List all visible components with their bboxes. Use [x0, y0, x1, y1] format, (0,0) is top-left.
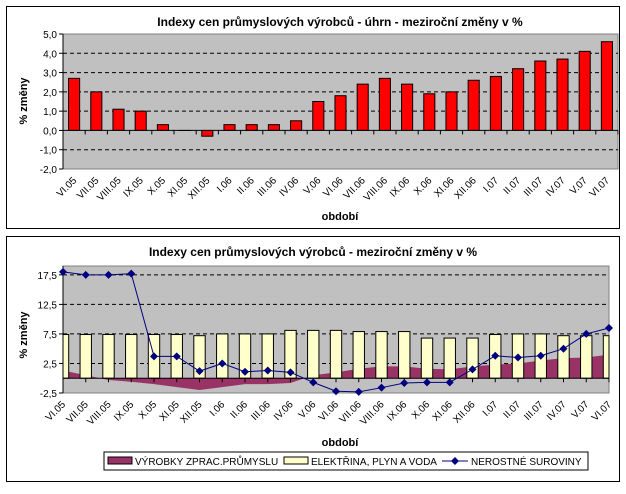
chart-2-bar-elektrina — [580, 335, 593, 379]
chart-2-x-tick-label: I.06 — [208, 399, 228, 419]
chart-2-point-nerostne — [81, 270, 90, 279]
chart-2-x-tick-label: X.06 — [410, 399, 433, 422]
chart-1-y-tick-label: 2,0 — [43, 88, 57, 99]
chart-2-x-tick-label: III.07 — [522, 399, 546, 423]
chart-2-x-tick-label: VIII.06 — [358, 399, 387, 428]
chart-1-y-tick-label: -2,0 — [40, 165, 58, 176]
chart-2-x-tick-label: II.06 — [229, 399, 251, 421]
chart-2-point-nerostne — [195, 367, 204, 376]
chart-1-y-axis-label: % změny — [18, 77, 30, 125]
chart-2-x-tick-label: II.07 — [502, 399, 524, 421]
chart-2-point-nerostne — [241, 367, 249, 376]
chart-1-y-tick-label: 3,0 — [43, 69, 57, 80]
chart-2-point-nerostne — [423, 378, 431, 387]
chart-2-bar-elektrina — [557, 335, 570, 379]
chart-1-y-tick-label: -1,0 — [40, 146, 58, 157]
chart-2-point-nerostne — [172, 352, 181, 361]
chart-1-title: Indexy cen průmyslových výrobců - úhrn -… — [157, 15, 523, 29]
chart-2-x-tick-label: IV.07 — [545, 399, 569, 423]
chart-2-bar-elektrina — [216, 333, 229, 379]
chart-2-bar-elektrina — [398, 331, 411, 379]
chart-2-y-tick-label: -2,5 — [40, 389, 58, 400]
chart-2-x-tick-label: VI.05 — [44, 399, 69, 424]
chart-2-point-nerostne — [263, 366, 272, 375]
chart-1-y-tick-label: 5,0 — [43, 30, 57, 41]
chart-2-x-tick-label: X.05 — [137, 399, 160, 422]
chart-2-bar-elektrina — [329, 329, 343, 379]
chart-2-x-tick-label: VI.07 — [590, 399, 615, 424]
chart-2-point-nerostne — [491, 351, 500, 360]
chart-2-point-nerostne — [354, 387, 363, 396]
chart-2-bar-elektrina — [62, 334, 70, 379]
legend-marker-nerostne — [451, 457, 459, 465]
chart-2-point-nerostne — [218, 359, 227, 368]
chart-2-y-tick-label: 7,5 — [43, 330, 57, 341]
chart-2-point-nerostne — [59, 267, 67, 276]
chart-2-y-tick-label: 17,5 — [38, 271, 58, 282]
chart-2-point-nerostne — [332, 387, 340, 396]
chart-2-x-tick-label: IX.06 — [385, 399, 410, 424]
chart-2-point-nerostne — [582, 329, 591, 338]
chart-2-point-nerostne — [536, 351, 545, 360]
chart-2-legend: VÝROBKY ZPRAC.PRŮMYSLU ELEKTŘINA, PLYN A… — [103, 451, 589, 471]
chart-2-x-tick-label: VI.06 — [317, 399, 342, 424]
chart-2-y-tick-label: 12,5 — [38, 300, 58, 311]
chart-2-y-axis-label: % změny — [18, 311, 30, 359]
chart-2-point-nerostne — [150, 352, 158, 361]
chart-2-x-tick-label: XII.05 — [178, 399, 205, 426]
chart-2-point-nerostne — [514, 353, 522, 362]
chart-2-bar-elektrina — [352, 331, 365, 379]
chart-2-point-nerostne — [400, 378, 409, 387]
chart-2-point-nerostne — [559, 344, 568, 353]
legend-label-vyrobky: VÝROBKY ZPRAC.PRŮMYSLU — [135, 455, 278, 468]
chart-2-bar-elektrina — [102, 334, 115, 379]
chart-2-y-tick-label: 2,5 — [43, 359, 57, 370]
chart-2-x-tick-label: XI.05 — [158, 399, 183, 424]
chart-1-x-axis-label: období — [322, 211, 360, 223]
chart-2-bar-elektrina — [420, 337, 434, 379]
chart-2-bar-elektrina — [79, 334, 92, 379]
chart-2-bar-elektrina — [602, 335, 610, 379]
chart-2-x-tick-label: XII.06 — [451, 399, 478, 426]
chart-2-x-axis-label: období — [322, 437, 360, 449]
chart-2-bar-elektrina — [375, 331, 388, 379]
chart-2-point-nerostne — [377, 383, 386, 392]
legend-label-nerostne: NEROSTNÉ SUROVINY — [471, 455, 582, 468]
chart-2-point-nerostne — [286, 368, 295, 377]
chart-1-y-tick-label: 1,0 — [43, 107, 57, 118]
chart-2-title: Indexy cen průmyslových výrobců - meziro… — [149, 245, 477, 259]
chart-2-x-tick-label: XI.06 — [431, 399, 456, 424]
legend-swatch-vyrobky — [107, 456, 133, 465]
chart-2-bar-elektrina — [307, 329, 320, 379]
chart-2-point-nerostne — [104, 270, 113, 279]
legend-swatch-elektrina — [283, 456, 309, 465]
chart-1-y-tick-label: 0,0 — [43, 126, 57, 137]
chart-2-x-tick-label: IV.06 — [272, 399, 296, 423]
legend-label-elektrina: ELEKTŘINA, PLYN A VODA — [311, 455, 437, 468]
chart-2-x-tick-label: I.07 — [481, 399, 501, 419]
chart-2-bar-elektrina — [125, 334, 138, 379]
chart-2-x-tick-label: III.06 — [249, 399, 273, 423]
chart-2-point-nerostne — [468, 365, 477, 374]
chart-2-x-tick-label: IX.05 — [112, 399, 137, 424]
chart-2-point-nerostne — [445, 378, 454, 387]
chart-2-x-tick-label: VIII.05 — [85, 399, 114, 428]
chart-2-point-nerostne — [309, 378, 318, 387]
chart-2-x-tick-label: V.07 — [570, 399, 592, 421]
chart-2-x-tick-label: V.06 — [297, 399, 319, 421]
chart-2-point-nerostne — [605, 324, 613, 333]
chart-1-y-tick-label: 4,0 — [43, 49, 57, 60]
chart-2-bar-elektrina — [443, 337, 456, 379]
chart-2-point-nerostne — [127, 269, 136, 278]
